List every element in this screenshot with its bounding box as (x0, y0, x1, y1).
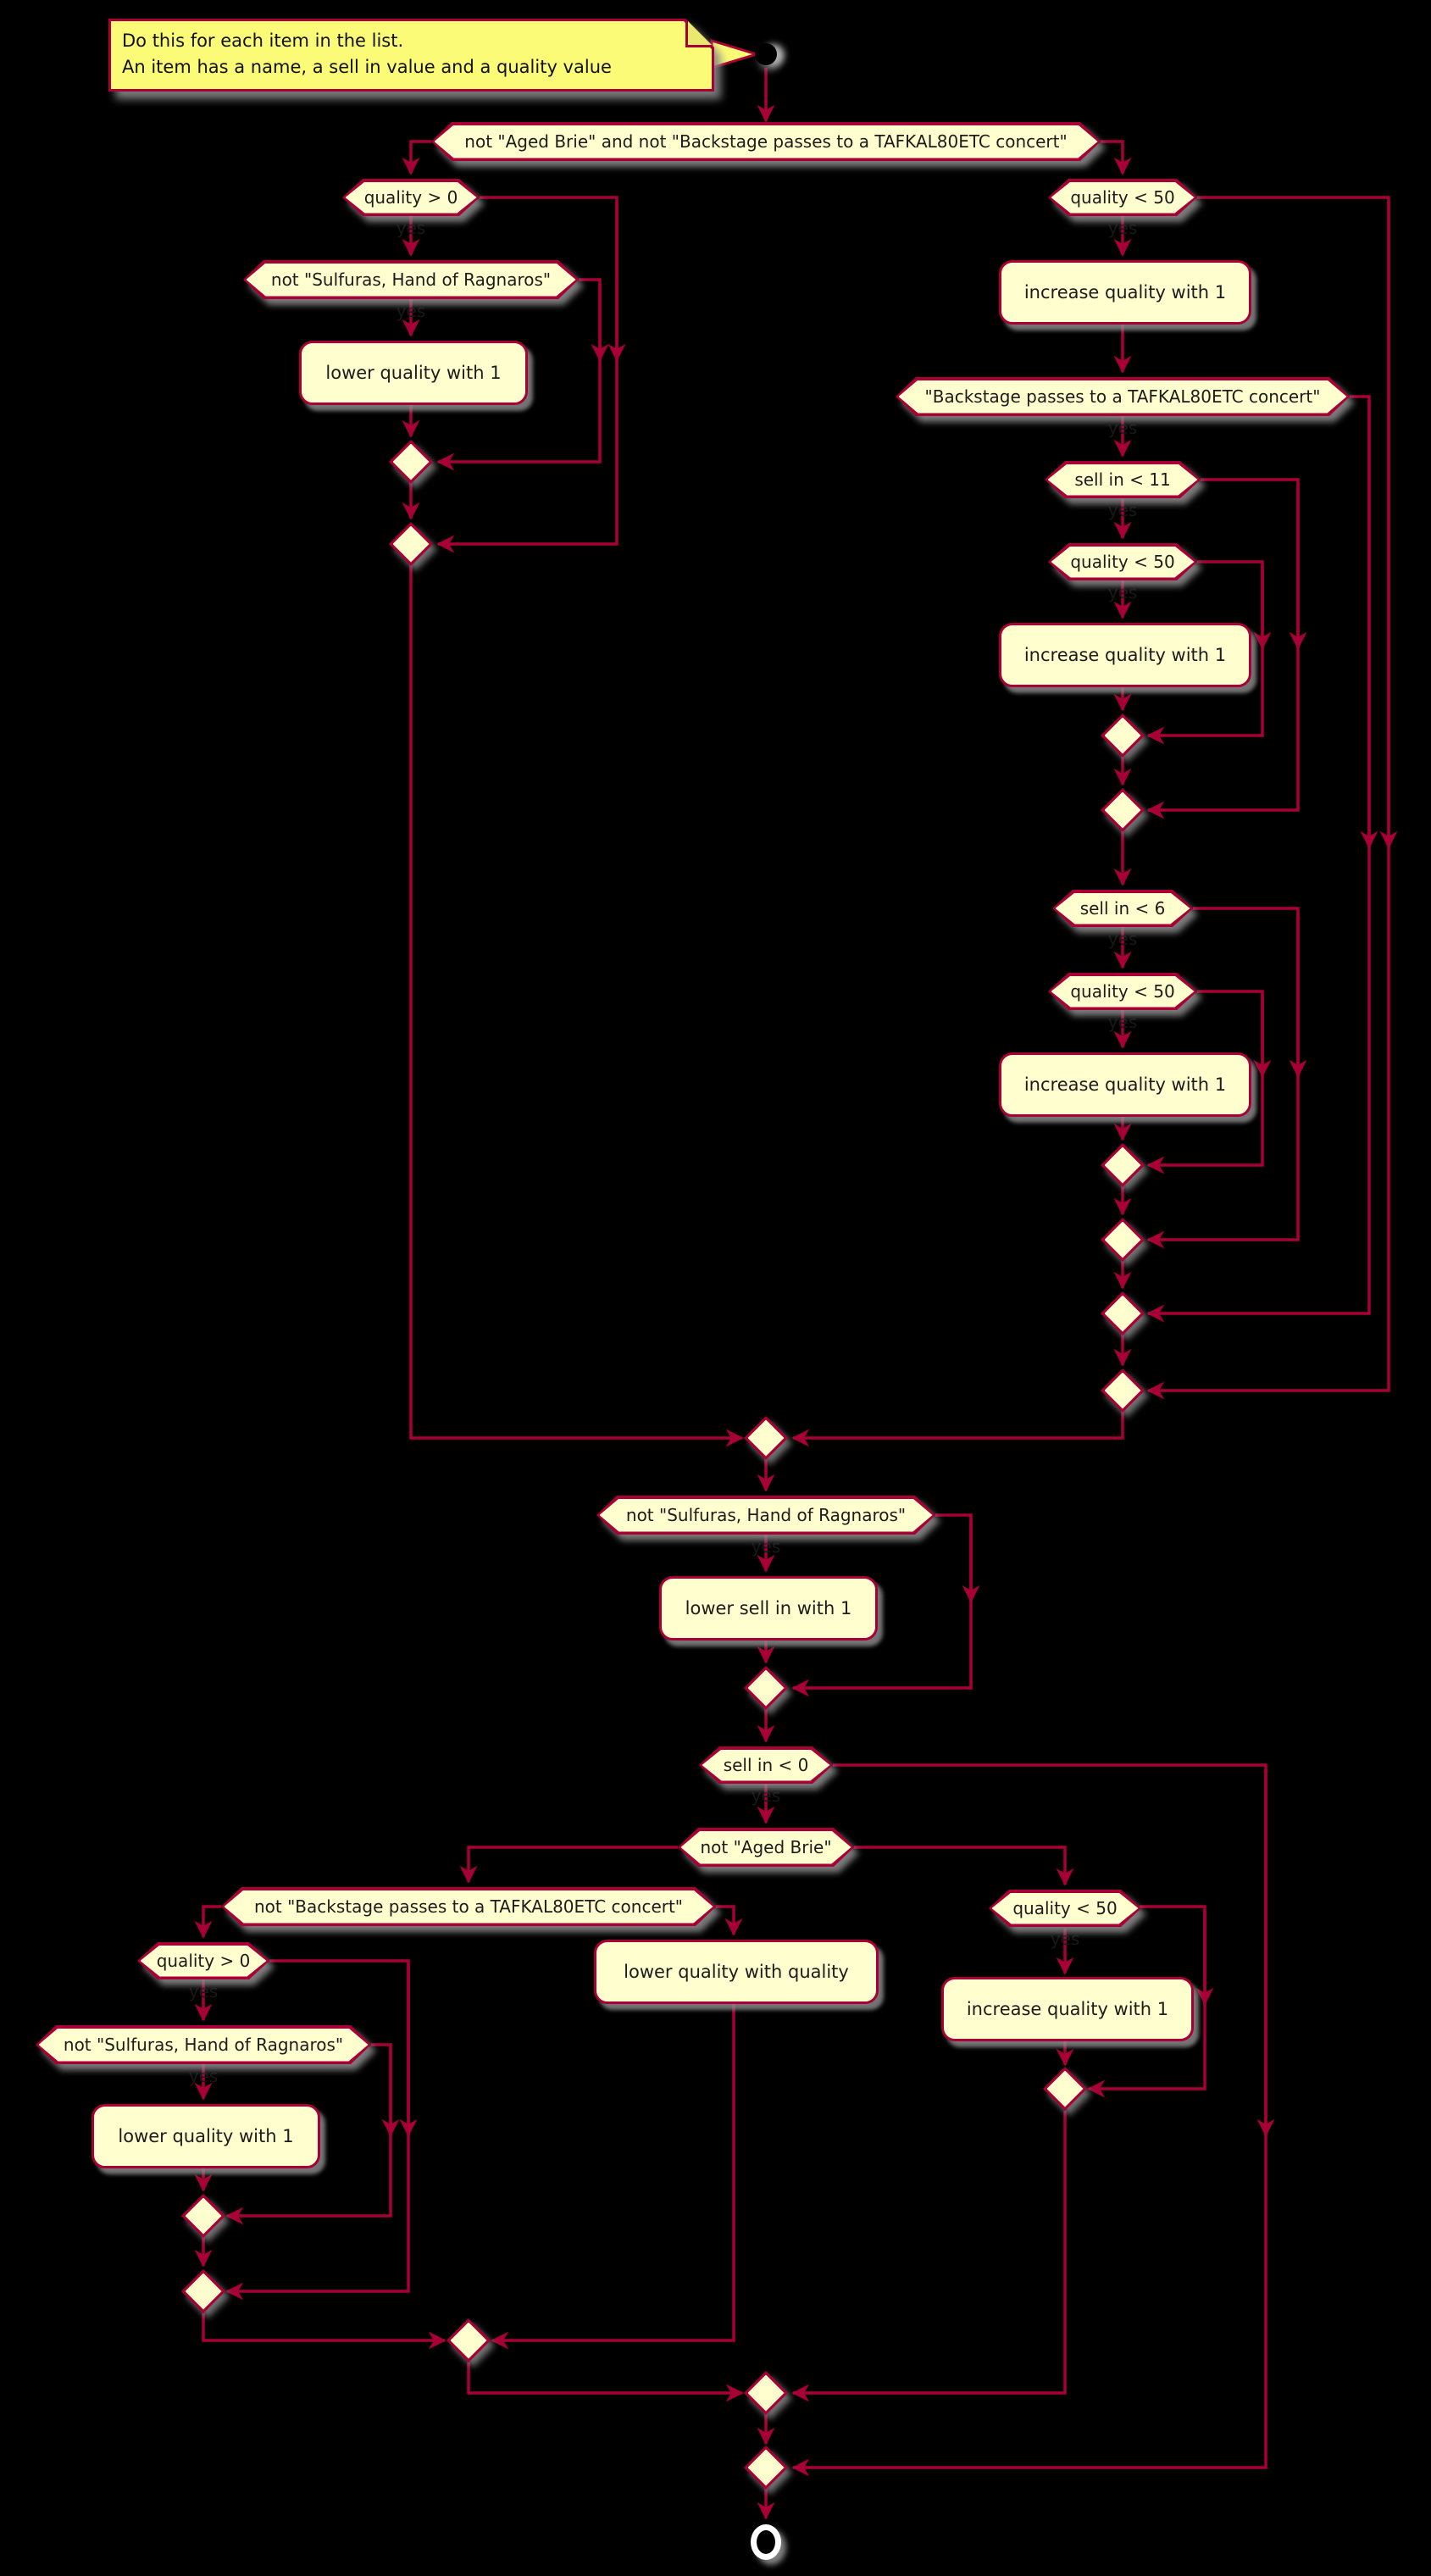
branch-label-yes: yes (396, 218, 426, 238)
note-fold-icon (685, 19, 714, 47)
condition-not-backstage: not "Backstage passes to a TAFKAL80ETC c… (221, 1887, 716, 1926)
activity-lower-quality-1-a: lower quality with 1 (299, 341, 528, 405)
condition-sellin-lt-0: sell in < 0 (699, 1746, 833, 1784)
branch-label-yes: yes (1107, 500, 1138, 520)
merge-diamond (181, 2269, 225, 2313)
branch-label-yes: yes (1107, 582, 1138, 602)
note-line-1: Do this for each item in the list. (122, 31, 404, 51)
branch-label-yes: yes (188, 1981, 219, 2001)
activity-increase-quality-1-d: increase quality with 1 (941, 1977, 1194, 2041)
condition-not-sulfuras-a: not "Sulfuras, Hand of Ragnaros" (243, 260, 579, 299)
note-body (111, 21, 712, 89)
activity-lower-sellin-1: lower sell in with 1 (659, 1576, 878, 1641)
condition-not-sulfuras-b: not "Sulfuras, Hand of Ragnaros" (596, 1496, 935, 1535)
note-line-2: An item has a name, a sell in value and … (122, 57, 612, 77)
activity-lower-quality-with-quality: lower quality with quality (594, 1940, 879, 2004)
merge-diamond (744, 1666, 788, 1710)
merge-diamond (744, 2371, 788, 2415)
activity-increase-quality-1-a: increase quality with 1 (999, 260, 1251, 325)
start-node (755, 43, 777, 65)
condition-sellin-lt-11: sell in < 11 (1045, 461, 1201, 498)
note-pointer (710, 38, 762, 70)
branch-label-yes: yes (1050, 1929, 1080, 1949)
condition-quality-lt-50-c: quality < 50 (1048, 973, 1197, 1010)
condition-quality-lt-50-b: quality < 50 (1048, 543, 1197, 580)
end-node (751, 2524, 781, 2560)
merge-diamond (1101, 788, 1145, 832)
merge-diamond (1043, 2067, 1087, 2111)
branch-label-yes: yes (1107, 929, 1138, 949)
activity-lower-quality-1-b: lower quality with 1 (92, 2104, 320, 2168)
merge-diamond (446, 2318, 491, 2362)
condition-quality-gt-0-a: quality > 0 (342, 179, 480, 216)
branch-label-yes: yes (1107, 218, 1138, 238)
merge-diamond (181, 2194, 225, 2238)
merge-diamond (1101, 1143, 1145, 1187)
branch-label-yes: yes (1107, 418, 1138, 438)
merge-diamond (744, 2446, 788, 2490)
condition-sellin-lt-6: sell in < 6 (1052, 890, 1193, 927)
activity-increase-quality-1-c: increase quality with 1 (999, 1052, 1251, 1117)
branch-label-yes: yes (751, 1785, 781, 1806)
note-text: Do this for each item in the list. An it… (122, 28, 612, 80)
note: Do this for each item in the list. An it… (108, 19, 714, 92)
condition-quality-lt-50-d: quality < 50 (989, 1890, 1141, 1927)
merge-diamond (389, 440, 433, 484)
condition-quality-lt-50-a: quality < 50 (1048, 179, 1197, 216)
branch-label-yes: yes (396, 301, 426, 321)
branch-label-yes: yes (1107, 1012, 1138, 1032)
condition-quality-gt-0-b: quality > 0 (137, 1942, 269, 1979)
merge-diamond (1101, 1368, 1145, 1413)
merge-diamond (1101, 1291, 1145, 1335)
condition-not-aged-brie: not "Aged Brie" (678, 1828, 854, 1867)
merge-diamond (389, 522, 433, 566)
condition-backstage-passes: "Backstage passes to a TAFKAL80ETC conce… (896, 377, 1350, 416)
merge-diamond (1101, 1218, 1145, 1262)
condition-not-sulfuras-c: not "Sulfuras, Hand of Ragnaros" (36, 2025, 371, 2064)
activity-increase-quality-1-b: increase quality with 1 (999, 623, 1251, 687)
condition-not-brie-and-not-backstage: not "Aged Brie" and not "Backstage passe… (431, 122, 1101, 161)
branch-label-yes: yes (751, 1536, 781, 1557)
branch-label-yes: yes (188, 2066, 219, 2086)
merge-diamond (744, 1416, 788, 1460)
merge-diamond (1101, 713, 1145, 758)
